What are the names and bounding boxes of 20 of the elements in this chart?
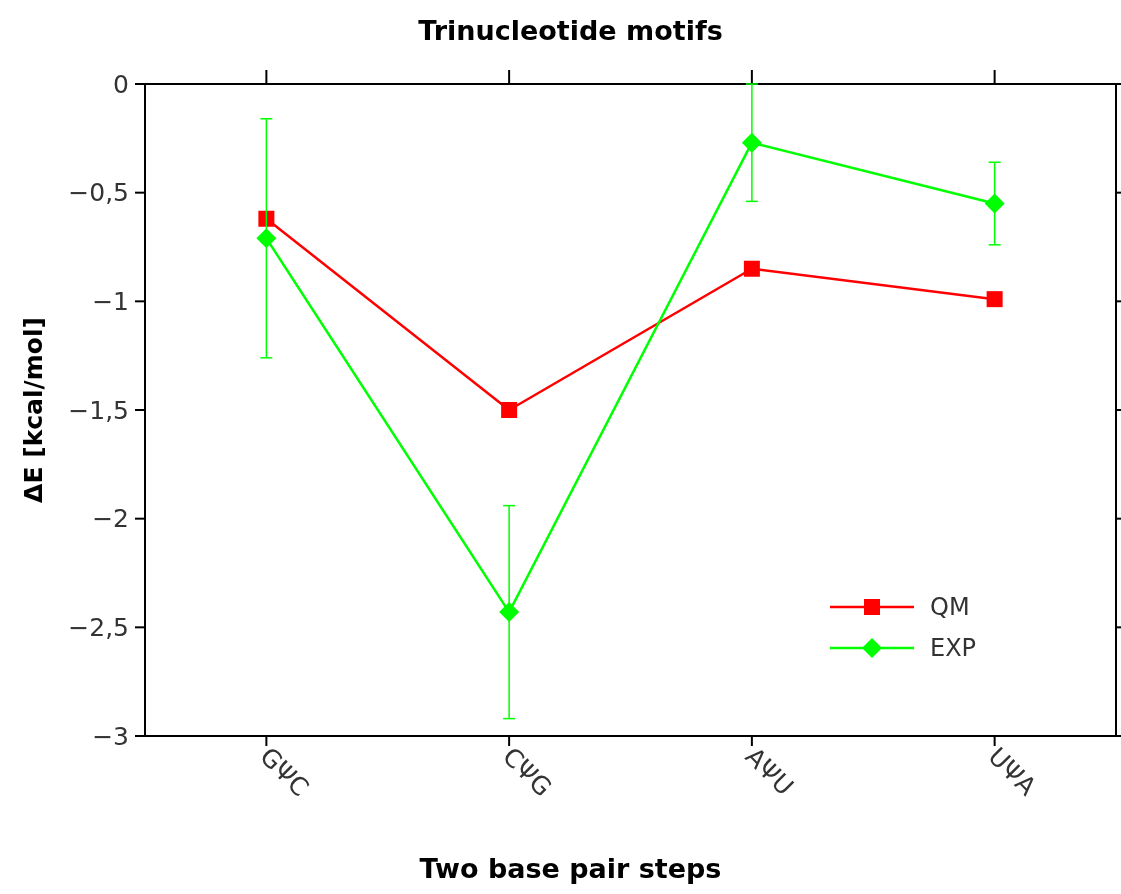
legend-label: QM — [930, 593, 970, 622]
point — [986, 291, 1003, 308]
legend-label: EXP — [930, 634, 977, 663]
y-tick-label: −3 — [92, 721, 129, 751]
x-axis-title: Two base pair steps — [419, 853, 722, 884]
point — [258, 210, 275, 227]
point — [743, 260, 760, 277]
y-tick-label: −2,5 — [68, 613, 129, 643]
point — [984, 193, 1005, 214]
y-tick-label: 0 — [113, 69, 129, 99]
y-axis-title: ΔE [kcal/mol] — [19, 317, 48, 503]
y-tick-label: −1,5 — [68, 395, 129, 425]
y-tick-label: −1 — [92, 287, 129, 317]
point — [499, 602, 520, 623]
y-tick-label: −2 — [92, 504, 129, 534]
chart-title: Trinucleotide motifs — [418, 15, 723, 46]
point — [741, 132, 762, 153]
point — [501, 402, 518, 418]
y-tick-label: −0,5 — [68, 178, 129, 208]
point — [256, 228, 277, 249]
